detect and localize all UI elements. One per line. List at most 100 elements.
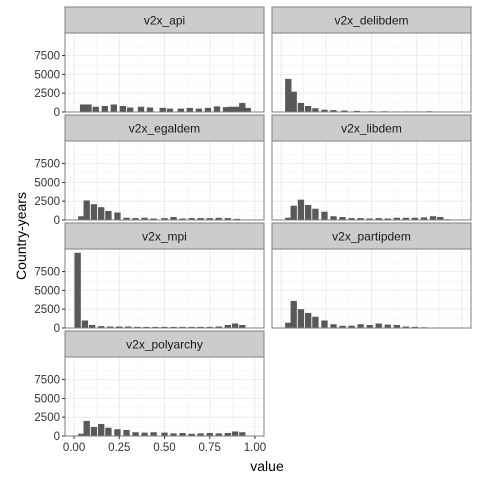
histogram-bar	[384, 218, 391, 220]
x-tick-label: 0.50	[153, 442, 175, 454]
histogram-bar	[188, 433, 195, 436]
histogram-bar	[85, 104, 92, 112]
histogram-bar	[312, 108, 319, 112]
histogram-bar	[290, 300, 297, 328]
histogram-bar	[114, 212, 121, 220]
histogram-bar	[215, 326, 222, 328]
histogram-bar	[297, 309, 305, 328]
y-tick-label: 2500	[34, 196, 60, 208]
y-tick-label: 2500	[34, 304, 60, 316]
histogram-bar	[188, 326, 195, 328]
histogram-bar	[402, 326, 410, 328]
histogram-bar	[297, 102, 305, 112]
histogram-bar	[330, 110, 337, 112]
histogram-bar	[150, 432, 157, 436]
histogram-bar	[375, 323, 382, 328]
histogram-bar	[228, 106, 235, 112]
histogram-bar	[321, 211, 328, 220]
y-tick-label: 2500	[34, 412, 60, 424]
facet-strip	[64, 114, 265, 142]
histogram-bar	[330, 324, 337, 328]
histogram-bar	[141, 217, 148, 220]
histogram-bar	[357, 324, 364, 328]
y-tick-label: 0	[54, 431, 60, 443]
histogram-bar	[206, 218, 213, 220]
y-tick-label: 7500	[34, 51, 60, 63]
facet-strip-label: v2x_mpi	[142, 230, 187, 244]
histogram-bar	[166, 108, 174, 112]
histogram-bar	[206, 432, 213, 436]
y-tick-label: 5000	[34, 69, 60, 81]
facet-panel-border	[64, 140, 265, 221]
histogram-bar	[90, 426, 98, 436]
histogram-bar	[116, 326, 123, 328]
facet-panel-border	[64, 248, 265, 329]
histogram-bar	[98, 207, 105, 220]
histogram-bar	[411, 326, 419, 328]
histogram-bar	[290, 91, 297, 112]
histogram-bar	[366, 218, 373, 220]
histogram-bar	[366, 324, 373, 328]
histogram-bar	[305, 204, 312, 220]
histogram-bar	[170, 326, 177, 328]
histogram-bar	[375, 218, 382, 220]
histogram-bar	[297, 199, 305, 220]
histogram-bar	[83, 420, 90, 436]
facet-panel-border	[271, 248, 472, 329]
histogram-bar	[357, 218, 364, 220]
histogram-bar	[429, 216, 437, 220]
y-tick-label: 7500	[34, 159, 60, 171]
histogram-bar	[213, 106, 221, 112]
histogram-bar	[197, 433, 204, 436]
histogram-bar	[137, 106, 145, 112]
histogram-bar	[159, 107, 166, 112]
histogram-bar	[206, 326, 213, 328]
facet-strip-label: v2x_partipdem	[332, 230, 411, 244]
histogram-bar	[339, 216, 346, 220]
facet-strip	[64, 6, 265, 34]
histogram-bar	[88, 324, 96, 328]
histogram-bar	[161, 326, 168, 328]
y-tick-label: 0	[54, 107, 60, 119]
y-tick-label: 0	[54, 215, 60, 227]
histogram-bar	[197, 218, 204, 220]
histogram-bar	[161, 218, 168, 220]
y-tick-label: 7500	[34, 267, 60, 279]
facet-strip	[271, 114, 472, 142]
histogram-bar	[285, 78, 292, 112]
histogram-bar	[233, 106, 241, 112]
x-tick-label: 0.75	[199, 442, 221, 454]
facet-strip	[64, 222, 265, 250]
histogram-bar	[134, 326, 141, 328]
x-tick-label: 0.25	[108, 442, 130, 454]
histogram-bar	[90, 204, 98, 220]
facet-strip	[271, 6, 472, 34]
histogram-bar	[341, 110, 348, 112]
y-tick-label: 2500	[34, 88, 60, 100]
histogram-bar	[285, 217, 292, 220]
histogram-bar	[107, 326, 114, 328]
y-axis-title: Country-years	[13, 192, 29, 280]
histogram-bar	[114, 429, 121, 436]
histogram-bar	[239, 432, 246, 436]
histogram-bar	[132, 432, 139, 436]
histogram-bar	[98, 326, 105, 328]
histogram-bar	[81, 320, 89, 328]
histogram-bar	[305, 105, 312, 112]
histogram-bar	[110, 104, 118, 112]
histogram-bar	[197, 326, 204, 328]
x-tick-label: 0.00	[63, 442, 85, 454]
histogram-bar	[330, 216, 337, 220]
histogram-bar	[393, 324, 400, 328]
histogram-bar	[170, 433, 177, 436]
histogram-bar	[179, 326, 186, 328]
histogram-bar	[161, 432, 168, 436]
histogram-bar	[188, 218, 195, 220]
histogram-bar	[79, 104, 87, 112]
histogram-bar	[101, 105, 108, 112]
histogram-bar	[312, 316, 319, 328]
histogram-bar	[141, 432, 148, 436]
histogram-bar	[195, 108, 203, 112]
